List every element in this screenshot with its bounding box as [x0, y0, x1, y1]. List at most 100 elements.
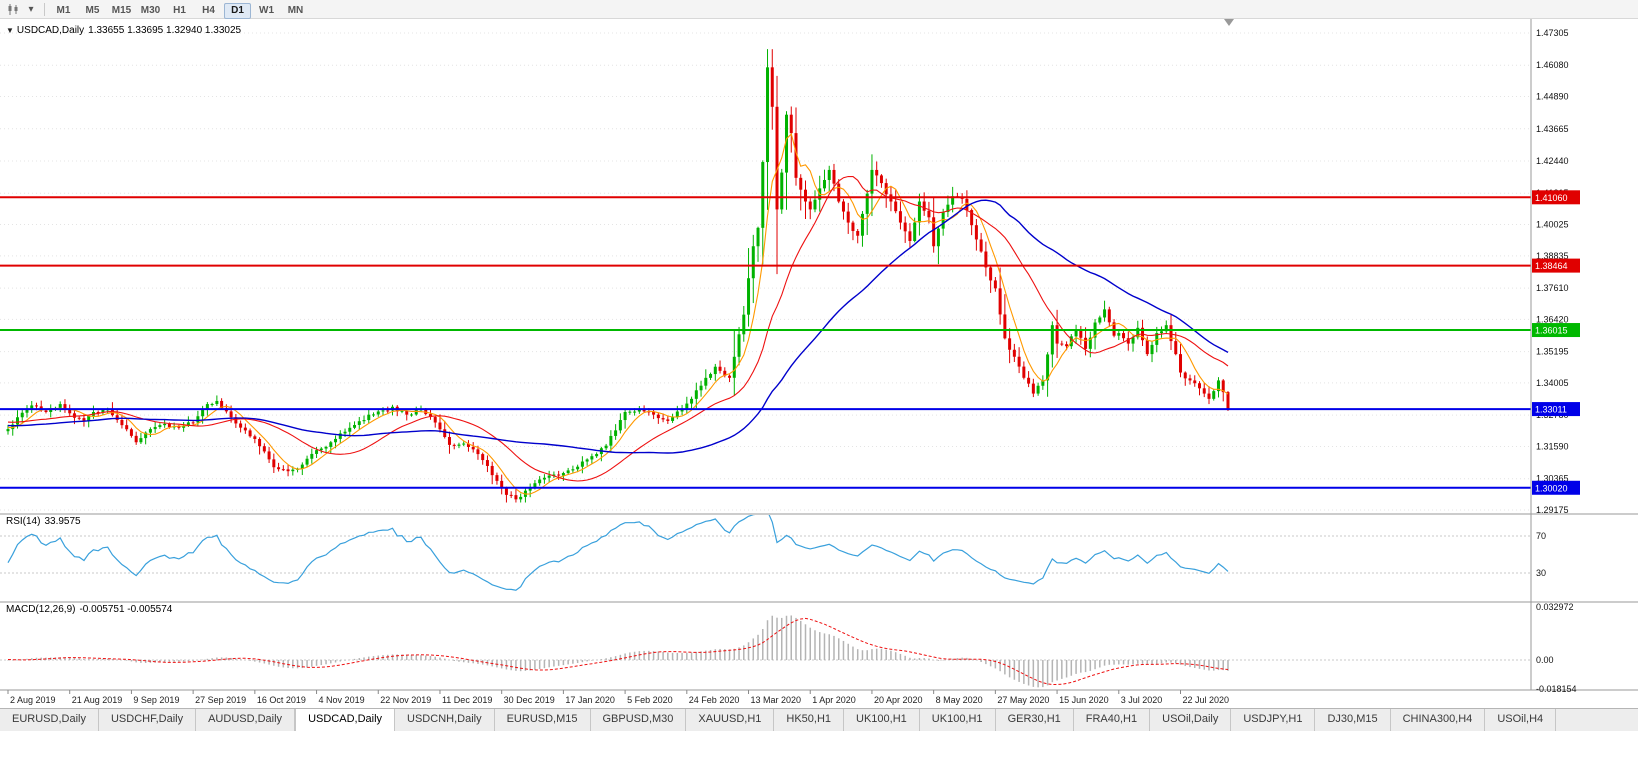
svg-text:1.36420: 1.36420 [1536, 314, 1569, 324]
price-grid [0, 32, 1531, 511]
date-axis: 2 Aug 2019 21 Aug 2019 9 Sep 2019 27 Sep 20… [7, 690, 1229, 705]
svg-text:22 Jul 2020: 22 Jul 2020 [1182, 695, 1229, 705]
svg-text:22 Nov 2019: 22 Nov 2019 [380, 695, 431, 705]
macd-values: -0.005751 -0.005574 [79, 604, 173, 615]
chart-tab-uk100-h1[interactable]: UK100,H1 [844, 709, 920, 731]
dropdown-caret-icon[interactable]: ▾ [28, 3, 34, 15]
chart-tab-ger30-h1[interactable]: GER30,H1 [996, 709, 1074, 731]
timeframe-button-M5[interactable]: M5 [79, 3, 106, 19]
svg-text:8 May 2020: 8 May 2020 [936, 695, 983, 705]
timeframe-buttons: M1 M5 M15 M30 H1 H4 D1 W1 MN [49, 0, 310, 19]
chart-tab-dj30-m15[interactable]: DJ30,M15 [1315, 709, 1391, 731]
candlesticks [6, 49, 1230, 503]
chart-tab-china300-h4[interactable]: CHINA300,H4 [1391, 709, 1486, 731]
chart-tab-eurusd-daily[interactable]: EURUSD,Daily [0, 709, 99, 731]
price-badge-label: 1.36015 [1535, 326, 1568, 336]
svg-text:30 Dec 2019: 30 Dec 2019 [504, 695, 555, 705]
svg-text:1.38835: 1.38835 [1536, 251, 1569, 261]
svg-text:1.34005: 1.34005 [1536, 378, 1569, 388]
ma-line-20 [7, 175, 1229, 482]
svg-text:1 Apr 2020: 1 Apr 2020 [812, 695, 856, 705]
rsi-line [7, 515, 1229, 591]
price-badge [1532, 323, 1580, 338]
chart-title-symbol: USDCAD,Daily [16, 25, 85, 36]
rsi-name: RSI(14) [6, 516, 41, 527]
chart-tab-fra40-h1[interactable]: FRA40,H1 [1074, 709, 1151, 731]
chart-shift-marker[interactable] [1224, 19, 1234, 26]
chart-tab-usdjpy-h1[interactable]: USDJPY,H1 [1231, 709, 1316, 731]
svg-text:1.43665: 1.43665 [1536, 124, 1569, 134]
one-click-trading-toggle-icon[interactable]: ▼ [6, 26, 14, 35]
svg-text:27 May 2020: 27 May 2020 [997, 695, 1049, 705]
macd-histogram [7, 615, 1229, 688]
svg-text:17 Jan 2020: 17 Jan 2020 [565, 695, 615, 705]
chart-tab-xauusd-h1[interactable]: XAUUSD,H1 [686, 709, 775, 731]
chart-tab-usoil-h4[interactable]: USOil,H4 [1485, 709, 1557, 731]
chart-type-icon[interactable] [4, 1, 22, 17]
chart-tab-uk100-h1[interactable]: UK100,H1 [920, 709, 996, 731]
toolbar-separator [44, 2, 45, 16]
svg-text:5 Feb 2020: 5 Feb 2020 [627, 695, 673, 705]
price-badge [1532, 480, 1580, 495]
price-badge [1532, 402, 1580, 417]
chart-tab-eurusd-m15[interactable]: EURUSD,M15 [495, 709, 591, 731]
timeframe-button-M15[interactable]: M15 [108, 3, 135, 19]
chart-area: 1.473051.460801.448901.436651.424401.412… [0, 19, 1638, 708]
svg-text:15 Jun 2020: 15 Jun 2020 [1059, 695, 1109, 705]
svg-text:16 Oct 2019: 16 Oct 2019 [257, 695, 306, 705]
chart-title-ohlc: 1.33655 1.33695 1.32940 1.33025 [88, 25, 242, 36]
svg-text:9 Sep 2019: 9 Sep 2019 [133, 695, 179, 705]
chart-tab-usoil-daily[interactable]: USOil,Daily [1150, 709, 1232, 731]
chart-tab-usdchf-daily[interactable]: USDCHF,Daily [99, 709, 197, 731]
svg-text:1.40025: 1.40025 [1536, 220, 1569, 230]
svg-text:2 Aug 2019: 2 Aug 2019 [10, 695, 56, 705]
macd-panel: 0.032972 0.00 -0.018154 [0, 602, 1577, 694]
price-badge-label: 1.30020 [1535, 483, 1568, 493]
chart-type-icon-glyph [8, 3, 17, 15]
timeframe-button-H1[interactable]: H1 [166, 3, 193, 19]
chart-tabbar: EURUSD,Daily USDCHF,Daily AUDUSD,Daily USDC… [0, 708, 1638, 731]
svg-text:21 Aug 2019: 21 Aug 2019 [72, 695, 123, 705]
price-badge-label: 1.33011 [1535, 405, 1567, 415]
svg-text:1.30365: 1.30365 [1536, 474, 1569, 484]
svg-text:0.00: 0.00 [1536, 655, 1554, 665]
svg-text:1.35195: 1.35195 [1536, 347, 1569, 357]
svg-text:3 Jul 2020: 3 Jul 2020 [1121, 695, 1163, 705]
svg-text:13 Mar 2020: 13 Mar 2020 [751, 695, 802, 705]
svg-text:0.032972: 0.032972 [1536, 602, 1574, 612]
rsi-indicator-label: RSI(14) 33.9575 [6, 516, 85, 528]
price-badge-label: 1.38464 [1535, 261, 1568, 271]
svg-text:1.37610: 1.37610 [1536, 283, 1569, 293]
horizontal-lines[interactable]: 1.41060 1.38464 1.36015 1.33011 1.30020 [0, 190, 1580, 495]
rsi-panel: 70 30 [0, 515, 1546, 591]
svg-text:30: 30 [1536, 568, 1546, 578]
price-badge-label: 1.41060 [1535, 193, 1568, 203]
svg-text:1.42440: 1.42440 [1536, 156, 1569, 166]
timeframe-button-D1[interactable]: D1 [224, 2, 251, 19]
ma-line-6 [8, 132, 1229, 495]
timeframe-toolbar: ▾ M1 M5 M15 M30 H1 H4 D1 W1 MN [0, 0, 1638, 19]
price-badge [1532, 258, 1580, 273]
chart-tab-hk50-h1[interactable]: HK50,H1 [774, 709, 845, 731]
timeframe-button-H4[interactable]: H4 [195, 3, 222, 19]
macd-signal-line [7, 617, 1229, 685]
chart-tab-usdcnh-daily[interactable]: USDCNH,Daily [395, 709, 495, 731]
timeframe-button-W1[interactable]: W1 [253, 3, 280, 19]
timeframe-button-M1[interactable]: M1 [50, 3, 77, 19]
rsi-value: 33.9575 [44, 516, 81, 527]
svg-text:27 Sep 2019: 27 Sep 2019 [195, 695, 246, 705]
svg-text:1.31590: 1.31590 [1536, 441, 1569, 451]
chart-tab-gbpusd-m30[interactable]: GBPUSD,M30 [591, 709, 687, 731]
svg-text:20 Apr 2020: 20 Apr 2020 [874, 695, 923, 705]
timeframe-button-M30[interactable]: M30 [137, 3, 164, 19]
chart-title: ▼ USDCAD,Daily 1.33655 1.33695 1.32940 1.3… [6, 25, 245, 37]
chart-tab-audusd-daily[interactable]: AUDUSD,Daily [196, 709, 296, 731]
svg-text:1.44890: 1.44890 [1536, 92, 1569, 102]
svg-text:4 Nov 2019: 4 Nov 2019 [319, 695, 365, 705]
macd-name: MACD(12,26,9) [6, 604, 76, 615]
svg-text:1.46080: 1.46080 [1536, 60, 1569, 70]
chart-tab-usdcad-daily[interactable]: USDCAD,Daily [295, 709, 396, 731]
timeframe-button-MN[interactable]: MN [282, 3, 309, 19]
chart-canvas[interactable]: 1.473051.460801.448901.436651.424401.412… [0, 19, 1638, 708]
